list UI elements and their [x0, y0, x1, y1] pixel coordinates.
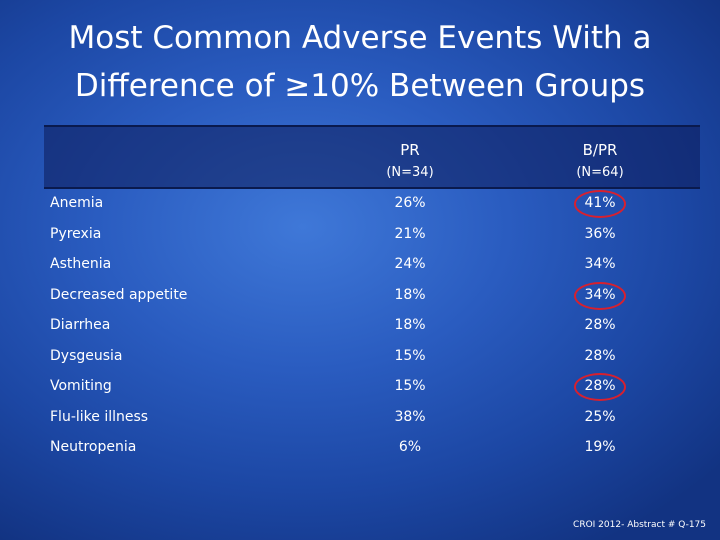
value-pr: 18% — [394, 317, 426, 333]
row-label: Asthenia — [50, 256, 112, 272]
value-bpr: 34% — [584, 256, 616, 272]
row-label: Vomiting — [50, 378, 112, 394]
adverse-events-table: PR (N=34) B/PR (N=64) Anemia 26% 41% Pyrexi… — [44, 125, 700, 465]
value-pr: 38% — [394, 408, 426, 425]
slide-title-line-2: Difference of ≥10% Between Groups — [74, 68, 646, 104]
row-label: Diarrhea — [50, 317, 111, 333]
value-bpr: 28% — [584, 347, 616, 364]
column-n-bpr: (N=64) — [576, 165, 624, 180]
value-pr: 6% — [398, 439, 422, 455]
column-name-pr: PR — [400, 141, 420, 159]
table-row: Anemia 26% 41% — [44, 189, 700, 219]
table-row: Dysgeusia 15% 28% — [44, 342, 700, 372]
column-n-pr: (N=34) — [386, 165, 434, 180]
row-label: Decreased appetite — [50, 286, 188, 303]
table-row: Vomiting 15% 28% — [44, 372, 700, 402]
column-name-bpr: B/PR — [582, 141, 618, 159]
table-row: Diarrhea 18% 28% — [44, 311, 700, 341]
slide-title: Most Common Adverse Events With a Differ… — [0, 14, 720, 110]
slide-title-line-1: Most Common Adverse Events With a — [68, 20, 652, 56]
value-bpr: 25% — [584, 408, 616, 425]
value-pr: 15% — [394, 347, 426, 364]
row-label: Pyrexia — [50, 225, 102, 242]
highlight-circle — [574, 190, 626, 218]
row-label: Flu-like illness — [50, 408, 149, 425]
value-pr: 24% — [394, 256, 426, 272]
row-label: Anemia — [50, 195, 104, 211]
table-row: Pyrexia 21% 36% — [44, 220, 700, 250]
value-bpr: 36% — [584, 225, 616, 242]
slide-footer: CROI 2012- Abstract # Q-175 — [573, 520, 706, 530]
value-pr: 15% — [394, 378, 426, 394]
table-header: PR (N=34) B/PR (N=64) — [44, 125, 700, 189]
table-row: Flu-like illness 38% 25% — [44, 403, 700, 433]
highlight-circle — [574, 373, 626, 401]
value-bpr: 28% — [584, 317, 616, 333]
row-label: Neutropenia — [50, 439, 137, 455]
table-row: Decreased appetite 18% 34% — [44, 281, 700, 311]
table-row: Neutropenia 6% 19% — [44, 433, 700, 463]
value-pr: 26% — [394, 195, 426, 211]
value-pr: 21% — [394, 225, 426, 242]
row-label: Dysgeusia — [50, 347, 123, 364]
highlight-circle — [574, 281, 626, 310]
table-row: Asthenia 24% 34% — [44, 250, 700, 280]
value-pr: 18% — [394, 286, 426, 303]
value-bpr: 19% — [584, 439, 616, 455]
